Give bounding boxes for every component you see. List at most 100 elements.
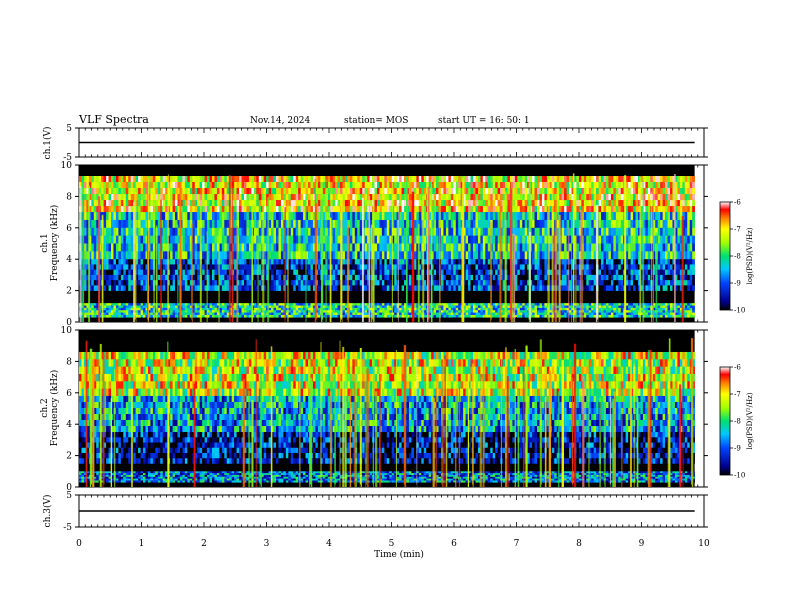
spectrogram-cell xyxy=(605,269,609,276)
spectrogram-cell xyxy=(672,269,676,276)
spectrogram-cell xyxy=(276,175,279,183)
spectrogram-cell xyxy=(288,243,292,252)
spectrogram-cell xyxy=(598,280,602,286)
spectrogram-cell xyxy=(88,305,92,309)
spectrogram-cell xyxy=(298,182,301,189)
spectrogram-cell xyxy=(130,280,134,286)
spectrogram-cell xyxy=(401,259,405,265)
spectrogram-cell xyxy=(497,227,501,236)
spectrogram-cell xyxy=(327,235,331,244)
spectrogram-cell xyxy=(637,259,641,265)
spectrogram-cell xyxy=(477,280,481,286)
spectrogram-cell xyxy=(598,200,602,207)
spectrogram-cell xyxy=(445,285,449,291)
spectrogram-cell xyxy=(487,194,491,201)
spectrogram-cell xyxy=(637,206,641,213)
spectrogram-cell xyxy=(123,219,127,229)
spectrogram-cell xyxy=(303,259,306,265)
spectrogram-cell xyxy=(561,235,565,244)
spectrogram-cell xyxy=(505,182,508,189)
spectrogram-cell xyxy=(413,227,417,236)
spectrogram-cell xyxy=(450,274,454,281)
spectrogram-cell xyxy=(165,307,168,311)
spectrogram-cell xyxy=(588,274,592,281)
spectrogram-cell xyxy=(303,200,306,207)
spectrogram-cell xyxy=(273,194,277,201)
spectrogram-cell xyxy=(480,200,484,207)
spectrogram-cell xyxy=(529,194,533,201)
spectrogram-cell xyxy=(115,243,119,252)
spectrogram-cell xyxy=(559,200,562,207)
spectrogram-cell xyxy=(519,206,523,213)
spectrogram-cell xyxy=(367,200,370,207)
spectrogram-cell xyxy=(512,243,516,252)
spectrogram-cell xyxy=(175,243,178,252)
spectrogram-cell xyxy=(662,274,666,281)
spectrogram-cell xyxy=(453,175,457,183)
spectrogram-cell xyxy=(115,314,119,318)
spectrogram-cell xyxy=(140,280,144,286)
spectrogram-cell xyxy=(91,219,95,229)
spectrogram-cell xyxy=(157,251,161,260)
spectrogram-cell xyxy=(519,243,523,252)
spectrogram-cell xyxy=(332,264,336,270)
spectrogram-cell xyxy=(300,212,304,221)
spectrogram-cell xyxy=(665,206,668,213)
spectrogram-cell xyxy=(258,219,262,229)
spectrogram-cell xyxy=(677,219,681,229)
spectrogram-cell xyxy=(128,303,132,306)
spectrogram-cell xyxy=(221,194,225,201)
spectrogram-cell xyxy=(630,227,634,236)
spectrogram-cell xyxy=(103,219,107,229)
spectrogram-cell xyxy=(199,194,203,201)
spectrogram-cell xyxy=(534,235,538,244)
spectrogram-cell xyxy=(475,200,479,207)
spectrogram-cell xyxy=(684,264,688,270)
spectrogram-cell xyxy=(219,259,223,265)
spectrogram-cell xyxy=(379,212,383,221)
spectrogram-cell xyxy=(327,243,331,252)
spectrogram-cell xyxy=(308,269,311,276)
spectrogram-cell xyxy=(93,251,97,260)
spectrogram-cell xyxy=(588,280,592,286)
spectrogram-cell xyxy=(224,212,228,221)
spectrogram-cell xyxy=(278,206,282,213)
spectrogram-cell xyxy=(633,188,636,195)
spectrogram-cell xyxy=(239,285,242,291)
spectrogram-cell xyxy=(522,200,526,207)
spectrogram-cell xyxy=(246,307,250,311)
spectrogram-cell xyxy=(448,269,452,276)
spectrogram-cell xyxy=(524,280,528,286)
spectrogram-cell xyxy=(569,188,572,195)
spectrogram-cell xyxy=(569,200,572,207)
spectrogram-cell xyxy=(610,212,614,221)
spectrogram-cell xyxy=(189,303,193,306)
spectrogram-cell xyxy=(216,274,220,281)
spectrogram-cell xyxy=(657,280,661,286)
spectrogram-cell xyxy=(443,200,447,207)
spectrogram-cell xyxy=(492,175,496,183)
spectrogram-cell xyxy=(315,188,319,195)
spectrogram-cell xyxy=(566,264,570,270)
spectrogram-cell xyxy=(162,312,166,316)
spectrogram-cell xyxy=(106,269,109,276)
spectrogram-cell xyxy=(243,305,247,309)
spectrogram-cell xyxy=(674,280,678,286)
spectrogram-cell xyxy=(578,206,582,213)
spectrogram-cell xyxy=(263,303,267,306)
spectrogram-cell xyxy=(182,310,186,313)
spectrogram-cell xyxy=(322,227,326,236)
spectrogram-cell xyxy=(125,188,129,195)
spectrogram-cell xyxy=(556,274,560,281)
spectrogram-cell xyxy=(239,227,242,236)
spectrogram-cell xyxy=(207,269,210,276)
spectrogram-cell xyxy=(593,259,597,265)
spectrogram-cell xyxy=(482,243,486,252)
spectrogram-cell xyxy=(138,188,141,195)
spectrogram-cell xyxy=(556,219,560,229)
spectrogram-cell xyxy=(625,219,629,229)
spectrogram-cell xyxy=(470,280,474,286)
spectrogram-cell xyxy=(83,227,87,236)
spectrogram-cell xyxy=(113,188,117,195)
spectrogram-cell xyxy=(310,243,314,252)
